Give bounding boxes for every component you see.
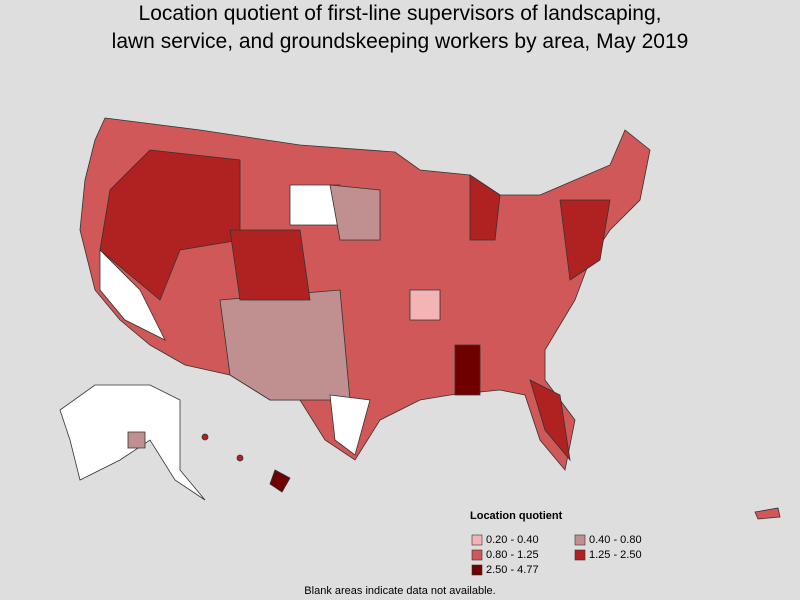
footnote: Blank areas indicate data not available. [304, 585, 495, 597]
legend-title: Location quotient [470, 510, 563, 522]
region [329, 184, 381, 241]
legend-swatch [471, 564, 483, 576]
region [469, 174, 501, 241]
puerto-rico [754, 507, 781, 520]
hawaii [236, 454, 244, 462]
legend-swatch [471, 534, 483, 546]
legend-label: 1.25 - 2.50 [589, 549, 642, 561]
legend-swatch [574, 534, 586, 546]
legend-label: 0.20 - 0.40 [486, 534, 539, 546]
hawaii [201, 433, 209, 441]
region [99, 249, 166, 341]
region [329, 394, 371, 456]
region [529, 379, 571, 462]
region [229, 229, 311, 301]
us-map [59, 117, 781, 520]
title-line: Location quotient of first-line supervis… [139, 2, 662, 25]
region [454, 344, 481, 396]
region [219, 289, 351, 401]
region [99, 149, 241, 301]
title-line: lawn service, and groundskeeping workers… [112, 30, 689, 53]
region [409, 289, 441, 321]
region [559, 199, 611, 281]
legend-swatch [574, 549, 586, 561]
legend-label: 0.40 - 0.80 [589, 534, 642, 546]
legend-label: 2.50 - 4.77 [486, 564, 539, 576]
legend: 0.20 - 0.40 0.40 - 0.80 0.80 - 1.25 1.25 - … [471, 534, 642, 576]
legend-swatch [471, 549, 483, 561]
legend-label: 0.80 - 1.25 [486, 549, 539, 561]
region [127, 431, 146, 449]
hawaii [269, 469, 291, 493]
